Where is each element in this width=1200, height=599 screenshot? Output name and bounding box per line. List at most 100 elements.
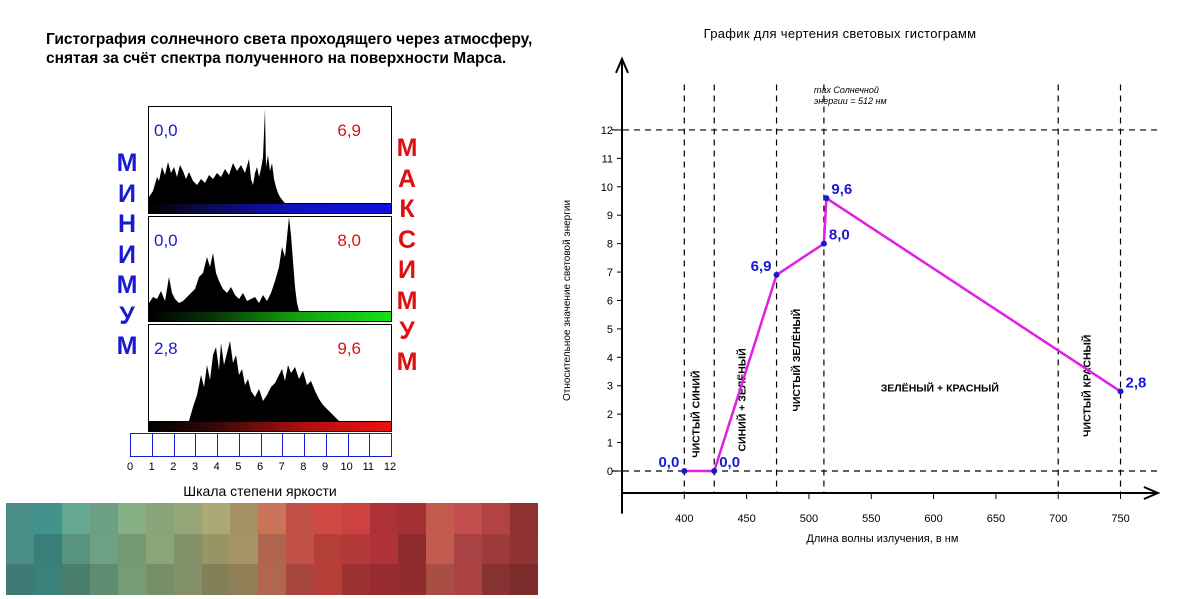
spectrum-pixel [146, 564, 174, 595]
y-axis-arrow [615, 56, 629, 74]
spectrum-pixel [34, 503, 62, 534]
x-axis-label: Длина волны излучения, в нм [806, 533, 958, 545]
scale-cell [262, 434, 284, 456]
y-tick-label: 10 [601, 182, 613, 194]
maximum-letter: И [398, 256, 416, 284]
spectrum-pixel [202, 503, 230, 534]
x-tick-label: 450 [737, 513, 755, 525]
spectrum-pixel [286, 503, 314, 534]
spectrum-pixel [62, 533, 90, 565]
minimum-letter: И [118, 240, 136, 269]
data-point-label: 2,8 [1126, 374, 1147, 391]
green-intensity-bar [149, 311, 391, 321]
spectrum-pixel [398, 564, 426, 595]
green-histogram-panel: 0,0 8,0 [148, 216, 392, 322]
y-tick-label: 11 [602, 153, 613, 165]
y-tick-label: 3 [607, 381, 613, 393]
spectrum-pixel [202, 564, 230, 595]
maximum-letter: А [397, 164, 417, 193]
max-energy-annotation: энергии = 512 нм [814, 96, 887, 106]
spectrum-pixel [90, 533, 118, 565]
y-tick-label: 4 [607, 352, 613, 364]
spectrum-pixel [258, 503, 286, 534]
spectrum-pixel [90, 564, 118, 595]
data-point [820, 240, 827, 247]
spectrum-pixel [454, 564, 482, 595]
scale-cell [349, 434, 371, 456]
scale-cell [240, 434, 262, 456]
spectrum-pixel [482, 503, 510, 534]
green-max-value: 8,0 [337, 231, 361, 250]
minimum-letter: И [118, 179, 136, 208]
x-axis-arrow [1143, 486, 1161, 500]
data-point-label: 8,0 [829, 227, 850, 244]
spectrum-pixel [62, 564, 90, 595]
spectrum-pixel [202, 533, 230, 565]
spectrum-pixel [258, 564, 286, 595]
minimum-letter: М [116, 149, 138, 177]
energy-series-line [684, 195, 1122, 473]
spectrum-pixel [286, 564, 314, 595]
spectrum-pixel [398, 533, 426, 565]
blue-intensity-bar [149, 203, 391, 213]
spectrum-pixel [174, 503, 202, 534]
scale-tick-label: 8 [300, 461, 307, 473]
brightness-scale-label: Шкала степени яркости [183, 483, 337, 499]
spectrum-pixel [90, 503, 118, 534]
scale-tick-label: 5 [235, 461, 242, 473]
spectrum-pixel [426, 503, 454, 534]
minimum-letter: Н [117, 210, 137, 238]
spectrum-pixel [510, 564, 538, 595]
brightness-scale-cells [130, 433, 392, 457]
maximum-letter: С [397, 225, 417, 254]
data-point-label: 0,0 [719, 454, 740, 471]
y-tick-label: 8 [607, 239, 613, 251]
scale-tick-label: 9 [321, 461, 329, 473]
spectrum-pixel [286, 533, 314, 565]
spectrum-pixel [342, 533, 370, 565]
spectrum-pixel [342, 503, 370, 534]
spectrum-pixel [426, 564, 454, 595]
y-tick-label: 0 [607, 466, 613, 478]
region-label: ЗЕЛЁНЫЙ + КРАСНЫЙ [881, 381, 999, 394]
spectrum-pixel [482, 564, 510, 595]
scale-cell [218, 434, 240, 456]
scale-tick-label: 2 [170, 461, 177, 473]
red-histogram-graphic [189, 341, 339, 421]
data-point [681, 468, 688, 474]
spectrum-pixel [454, 503, 482, 534]
scale-cell [370, 434, 391, 456]
scale-tick-label: 3 [191, 461, 199, 473]
spectrum-pixel [342, 564, 370, 595]
x-tick-label: 600 [924, 513, 942, 525]
spectrum-pixel [174, 564, 202, 595]
scale-cell [196, 434, 218, 456]
region-label: ЧИСТЫЙ СИНИЙ [689, 371, 702, 458]
spectrum-pixel [174, 533, 202, 565]
spectrum-pixel [426, 533, 454, 565]
green-min-value: 0,0 [154, 231, 178, 250]
spectrum-pixel [370, 564, 398, 595]
data-point [773, 271, 780, 278]
spectrum-pixel [118, 533, 146, 565]
x-tick-label: 750 [1111, 513, 1129, 525]
spectrum-pixel [370, 503, 398, 534]
spectrum-pixel [370, 533, 398, 565]
region-label: ЧИСТЫЙ КРАСНЫЙ [1081, 335, 1094, 437]
green-histogram-graphic [149, 217, 299, 311]
minimum-vertical-label: М И Н И М У М [110, 148, 144, 362]
minimum-letter: М [116, 332, 138, 360]
scale-cell [131, 434, 153, 456]
blue-min-value: 0,0 [154, 121, 178, 140]
maximum-letter: У [399, 317, 415, 345]
spectrum-pixel [6, 533, 34, 565]
spectrum-pixel [62, 503, 90, 534]
spectrum-pixel [34, 533, 62, 565]
spectrum-pixel [454, 533, 482, 565]
maximum-vertical-label: М А К С И М У М [390, 133, 424, 377]
x-tick-label: 500 [800, 513, 818, 525]
spectrum-pixel [230, 533, 258, 565]
spectrum-pixel [146, 503, 174, 534]
spectrum-pixel [482, 533, 510, 565]
